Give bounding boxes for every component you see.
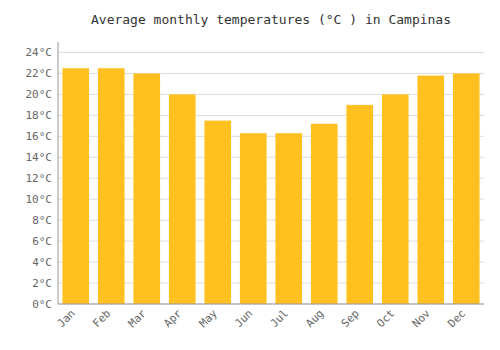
x-tick-label: Jul — [268, 307, 291, 330]
y-tick-label: 8°C — [32, 214, 52, 227]
x-tick-label: Feb — [90, 307, 113, 330]
bar — [311, 124, 338, 304]
bar — [98, 68, 125, 304]
bar — [62, 68, 89, 304]
bar — [240, 133, 267, 304]
x-tick-label: Mar — [126, 307, 150, 331]
bar — [133, 73, 160, 304]
x-tick-label: Dec — [445, 307, 468, 330]
y-tick-label: 6°C — [32, 235, 52, 248]
y-tick-label: 4°C — [32, 256, 52, 269]
chart: Average monthly temperatures (°C ) in Ca… — [0, 0, 500, 350]
bar — [382, 94, 409, 304]
bar — [346, 105, 373, 304]
y-tick-label: 14°C — [26, 151, 53, 164]
grid-line — [58, 52, 484, 53]
x-tick-label: Jan — [55, 307, 78, 330]
y-tick-label: 2°C — [32, 277, 52, 290]
x-tick-label: Apr — [161, 307, 185, 331]
x-tick-label: Oct — [374, 307, 397, 330]
chart-container: Average monthly temperatures (°C ) in Ca… — [0, 0, 500, 350]
grid-line — [58, 304, 484, 305]
y-tick-label: 10°C — [26, 193, 53, 206]
y-axis-line — [58, 42, 59, 304]
bar — [275, 133, 302, 304]
y-tick-label: 16°C — [26, 130, 53, 143]
bar — [453, 73, 480, 304]
x-tick-label: Nov — [410, 307, 434, 331]
y-tick-label: 20°C — [26, 88, 53, 101]
x-axis-line — [58, 304, 484, 305]
x-tick-label: Sep — [339, 307, 362, 330]
title: Average monthly temperatures (°C ) in Ca… — [91, 12, 451, 27]
bars — [62, 68, 479, 304]
grid — [58, 52, 484, 304]
bar — [204, 121, 231, 304]
x-tick-label: Aug — [303, 307, 326, 330]
bar — [417, 76, 444, 304]
y-tick-label: 0°C — [32, 298, 52, 311]
y-tick-label: 22°C — [26, 67, 53, 80]
y-tick-label: 24°C — [26, 46, 53, 59]
y-tick-label: 18°C — [26, 109, 53, 122]
y-tick-label: 12°C — [26, 172, 53, 185]
x-tick-label: Jun — [232, 307, 255, 330]
bar — [169, 94, 196, 304]
x-tick-label: May — [197, 307, 221, 331]
